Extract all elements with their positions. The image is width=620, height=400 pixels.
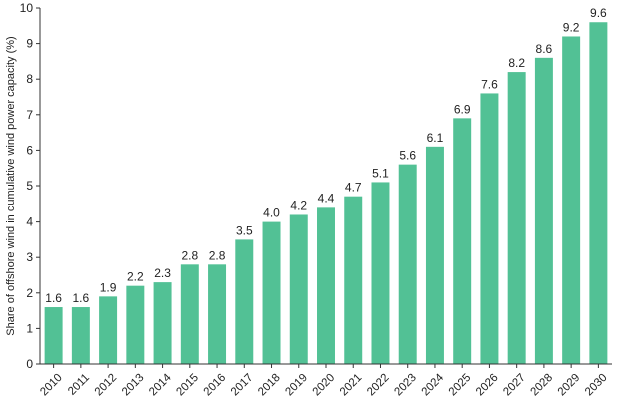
x-tick-label: 2024 (420, 371, 447, 398)
bar-2022 (371, 182, 390, 364)
x-tick-label: 2010 (38, 372, 65, 399)
x-tick-label: 2027 (501, 372, 528, 399)
x-tick-label: 2018 (256, 372, 283, 399)
data-label-2024: 6.1 (427, 131, 444, 145)
data-label-2013: 2.2 (127, 270, 144, 284)
bar-2020 (317, 207, 335, 364)
data-label-2021: 4.7 (345, 181, 362, 195)
y-tick-label: 1 (26, 321, 33, 335)
data-label-2019: 4.2 (290, 198, 307, 212)
data-label-2025: 6.9 (454, 102, 471, 116)
x-tick-label: 2028 (529, 372, 556, 399)
y-tick-label: 6 (26, 143, 33, 157)
y-tick-label: 7 (26, 108, 33, 122)
y-tick-label: 8 (26, 72, 33, 86)
data-label-2010: 1.6 (45, 291, 62, 305)
x-tick-label: 2016 (202, 372, 229, 399)
bar-2027 (507, 72, 526, 364)
x-tick-label: 2026 (474, 372, 501, 399)
bar-2029 (562, 36, 581, 364)
data-label-2029: 9.2 (563, 20, 580, 34)
x-tick-label: 2015 (174, 372, 201, 399)
bar-2013 (126, 285, 145, 364)
bar-2012 (99, 296, 118, 364)
y-tick-label: 4 (26, 215, 33, 229)
bars-group (44, 22, 608, 365)
x-tick-label: 2017 (229, 372, 256, 399)
data-label-2014: 2.3 (154, 266, 171, 280)
bar-2016 (208, 264, 227, 364)
bar-2026 (480, 93, 499, 364)
x-tick-label: 2030 (583, 372, 610, 399)
y-tick-label: 3 (26, 250, 33, 264)
x-tick-label: 2023 (392, 372, 419, 399)
data-label-2011: 1.6 (73, 291, 90, 305)
data-label-2018: 4.0 (263, 206, 280, 220)
x-tick-label: 2014 (147, 371, 174, 398)
y-tick-label: 10 (20, 1, 34, 15)
data-label-2012: 1.9 (100, 280, 117, 294)
data-label-2027: 8.2 (508, 56, 525, 70)
data-label-2028: 8.6 (536, 42, 553, 56)
data-label-2022: 5.1 (372, 166, 389, 180)
bar-2011 (71, 307, 90, 364)
data-label-2020: 4.4 (318, 191, 335, 205)
data-labels-group: 1.6 1.6 1.9 2.2 2.3 2.8 2.8 3.5 4.0 4.2 4.4 4.7 5.1 5… (45, 6, 607, 305)
bar-2014 (153, 282, 172, 364)
bar-2015 (180, 264, 199, 364)
bar-2019 (289, 214, 308, 364)
bar-2024 (425, 146, 444, 364)
bar-2021 (344, 196, 363, 364)
data-label-2023: 5.6 (399, 149, 416, 163)
x-tick-label: 2022 (365, 372, 392, 399)
x-tick-label: 2013 (120, 372, 147, 399)
bar-2030 (589, 22, 608, 365)
x-axis-ticks: 2010 2011 2012 2013 2014 2015 2016 2017 2018 2019… (38, 364, 610, 399)
bar-2018 (262, 221, 281, 364)
y-tick-label: 0 (26, 357, 33, 371)
bar-2028 (534, 57, 553, 365)
x-tick-label: 2029 (556, 372, 583, 399)
y-tick-label: 5 (26, 179, 33, 193)
bar-2025 (453, 118, 472, 364)
x-tick-label: 2019 (283, 372, 310, 399)
x-tick-label: 2011 (66, 372, 92, 398)
x-tick-label: 2025 (447, 372, 474, 399)
y-tick-label: 2 (26, 286, 33, 300)
x-tick-label: 2012 (93, 372, 120, 399)
bar-2017 (235, 239, 254, 364)
bar-2023 (398, 164, 417, 364)
data-label-2015: 2.8 (181, 248, 198, 262)
y-axis-title: Share of offshore wind in cumulative win… (5, 36, 17, 335)
data-label-2016: 2.8 (209, 248, 226, 262)
data-label-2026: 7.6 (481, 77, 498, 91)
x-tick-label: 2020 (311, 372, 338, 399)
data-label-2017: 3.5 (236, 223, 253, 237)
bar-2010 (44, 307, 63, 364)
y-axis-ticks: 0 1 2 3 4 5 6 7 8 9 10 (20, 1, 40, 371)
y-tick-label: 9 (26, 37, 33, 51)
x-tick-label: 2021 (338, 372, 365, 399)
data-label-2030: 9.6 (590, 6, 607, 20)
